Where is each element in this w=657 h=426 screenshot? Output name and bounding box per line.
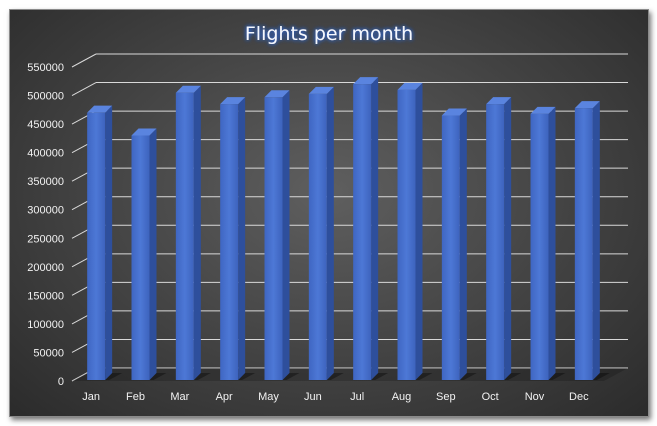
bar-top [87, 105, 113, 113]
bar-front [353, 84, 372, 381]
bar-front [175, 92, 194, 380]
bar-top [308, 86, 334, 94]
x-tick-label: Apr [216, 391, 233, 403]
chart-frame: Flights per month 0 50000 100000 150000 2000… [9, 9, 649, 417]
bar-side [459, 108, 467, 380]
bar-top [175, 85, 201, 93]
x-tick-label: May [258, 391, 279, 403]
bar-side [149, 128, 157, 380]
bar-may [264, 90, 300, 380]
bar-nov [530, 106, 566, 380]
flights-bar-chart: Flights per month 0 50000 100000 150000 2000… [27, 23, 628, 403]
bar-side [504, 97, 512, 380]
bar-apr [220, 97, 256, 380]
bar-aug [397, 82, 433, 380]
bar-side [592, 101, 600, 380]
bar-sep [441, 108, 477, 380]
bar-front [308, 93, 327, 380]
x-axis-ticks: Jan Feb Mar Apr May Jun Jul Aug Sep Oct Nov Dec [82, 391, 589, 403]
x-tick-label: Aug [392, 391, 412, 403]
bar-top [486, 97, 512, 105]
bar-side [548, 106, 556, 380]
bar-top [220, 97, 246, 105]
y-tick-label: 550000 [27, 62, 64, 74]
bar-jul [353, 77, 389, 381]
bar-top [131, 128, 157, 136]
bar-side [193, 85, 201, 380]
gridline-depth [71, 82, 97, 96]
y-tick-label: 50000 [33, 347, 64, 359]
bar-dec [574, 101, 610, 380]
x-tick-label: Jun [304, 391, 322, 403]
x-tick-label: Oct [482, 391, 499, 403]
x-tick-label: Sep [436, 391, 456, 403]
bar-side [415, 82, 423, 380]
bar-top [441, 108, 467, 116]
bar-top [397, 82, 423, 90]
y-tick-label: 100000 [27, 319, 64, 331]
y-tick-label: 500000 [27, 91, 64, 103]
bar-front [441, 115, 460, 380]
bar-mar [175, 85, 211, 380]
y-tick-label: 250000 [27, 233, 64, 245]
bar-front [87, 112, 106, 380]
bar-front [574, 108, 593, 380]
bar-jun [308, 86, 344, 380]
y-tick-label: 400000 [27, 148, 64, 160]
x-tick-label: Jul [350, 391, 364, 403]
y-tick-label: 200000 [27, 262, 64, 274]
bar-side [282, 90, 290, 380]
bar-front [397, 89, 416, 380]
y-tick-label: 300000 [27, 205, 64, 217]
bar-jan [87, 105, 123, 380]
y-tick-label: 350000 [27, 176, 64, 188]
bar-side [371, 77, 379, 381]
bar-front [530, 113, 549, 380]
y-axis-ticks: 0 50000 100000 150000 200000 250000 300000 3500… [27, 62, 64, 388]
x-tick-label: Feb [126, 391, 145, 403]
bar-side [326, 86, 334, 380]
bar-side [238, 97, 246, 380]
bar-front [486, 104, 505, 380]
bar-feb [131, 128, 167, 380]
bar-top [353, 77, 379, 85]
bar-top [530, 106, 556, 114]
bar-front [131, 135, 150, 380]
bar-side [105, 105, 113, 380]
bar-top [574, 101, 600, 109]
x-tick-label: Nov [525, 391, 545, 403]
gridline-depth [71, 53, 97, 68]
x-tick-label: Dec [569, 391, 589, 403]
bar-front [264, 97, 283, 380]
y-tick-label: 0 [58, 376, 64, 388]
x-tick-label: Jan [82, 391, 100, 403]
y-tick-label: 450000 [27, 119, 64, 131]
bar-front [220, 104, 239, 380]
bar-top [264, 90, 290, 98]
chart-title: Flights per month [245, 23, 413, 45]
bar-oct [486, 97, 522, 380]
y-tick-label: 150000 [27, 290, 64, 302]
x-tick-label: Mar [170, 391, 189, 403]
bars [87, 77, 610, 381]
